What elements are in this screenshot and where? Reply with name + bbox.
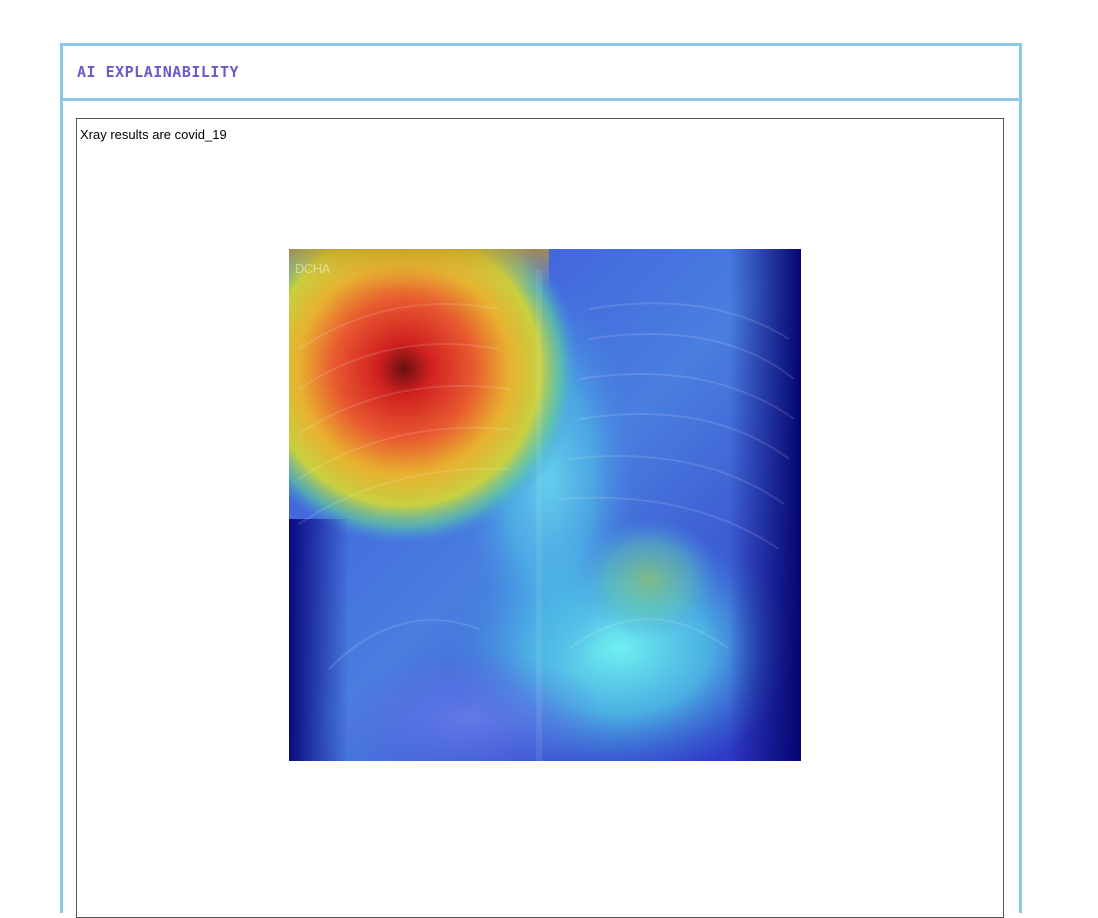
result-frame: Xray results are covid_19 (76, 118, 1004, 918)
panel-title: AI EXPLAINABILITY (77, 63, 240, 81)
panel-header: AI EXPLAINABILITY (63, 46, 1019, 101)
result-text: Xray results are covid_19 (80, 127, 227, 142)
ai-explainability-panel: AI EXPLAINABILITY Xray results are covid… (60, 43, 1022, 918)
xray-heatmap-image: DCHA (289, 249, 801, 761)
image-watermark: DCHA (295, 261, 330, 276)
